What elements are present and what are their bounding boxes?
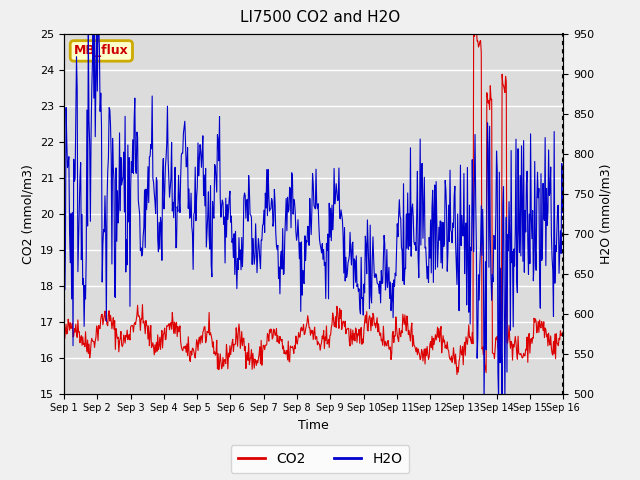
- X-axis label: Time: Time: [298, 419, 329, 432]
- Text: MB_flux: MB_flux: [74, 44, 129, 58]
- Text: LI7500 CO2 and H2O: LI7500 CO2 and H2O: [240, 10, 400, 24]
- Y-axis label: CO2 (mmol/m3): CO2 (mmol/m3): [22, 164, 35, 264]
- Legend: CO2, H2O: CO2, H2O: [230, 445, 410, 473]
- Y-axis label: H2O (mmol/m3): H2O (mmol/m3): [600, 163, 612, 264]
